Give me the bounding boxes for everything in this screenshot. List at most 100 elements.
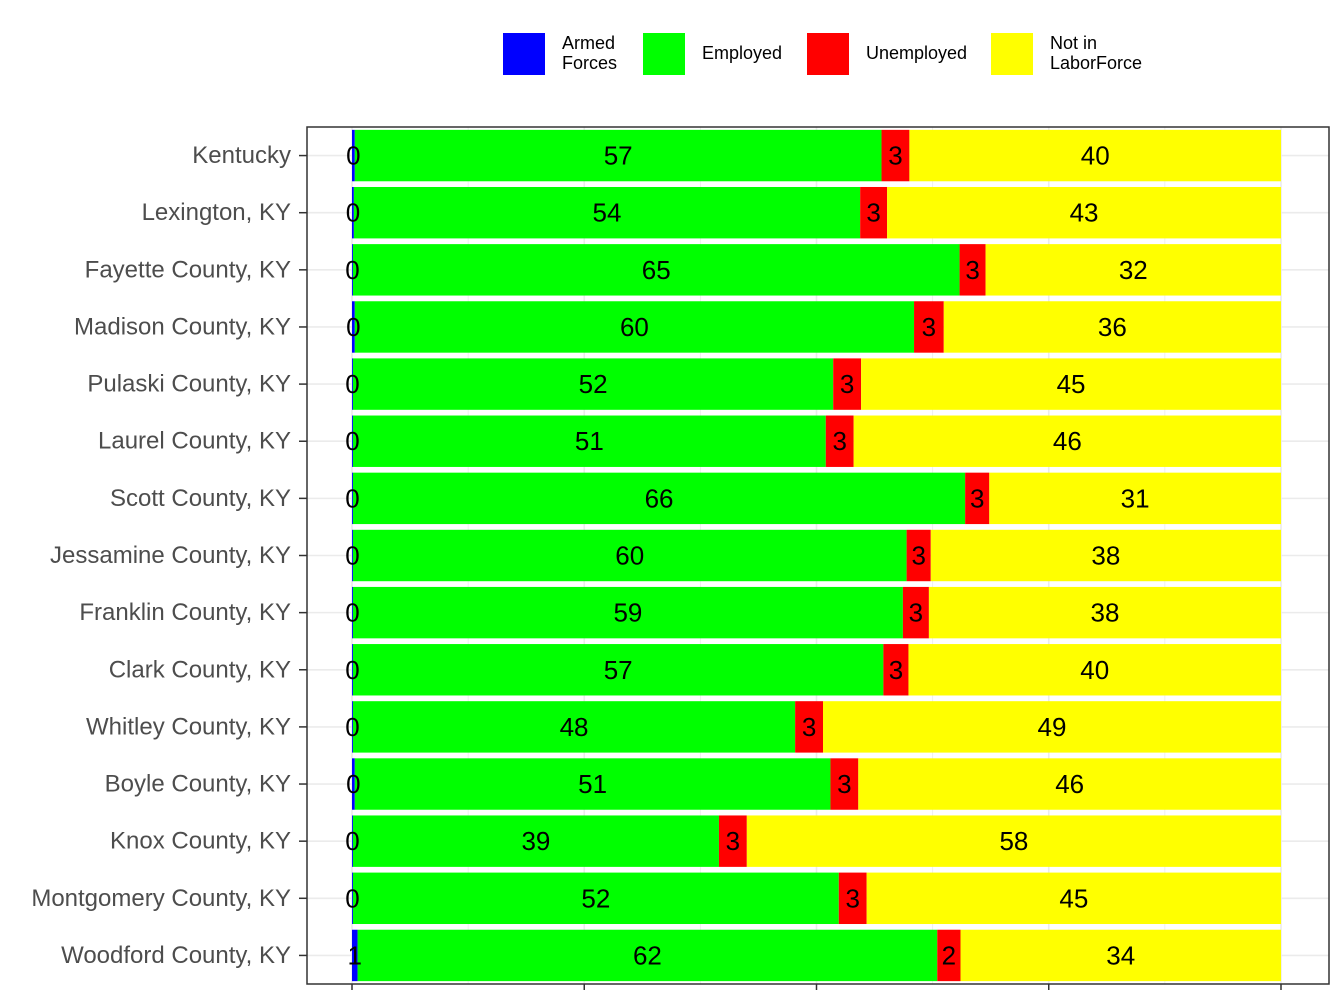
value-label: 60 <box>615 541 644 571</box>
value-label: 3 <box>909 598 923 628</box>
category-label: Lexington, KY <box>142 199 291 226</box>
value-label: 3 <box>832 426 846 456</box>
value-label: 0 <box>345 483 359 513</box>
value-label: 3 <box>840 369 854 399</box>
bar-segment <box>887 186 1281 239</box>
value-label: 3 <box>888 141 902 171</box>
bar-segment <box>352 415 353 467</box>
category-label: Laurel County, KY <box>98 428 291 455</box>
bar-segment <box>352 472 966 525</box>
bar-segment <box>354 301 915 353</box>
bar-segment <box>902 586 929 639</box>
bar-segment <box>352 872 353 925</box>
value-label: 43 <box>1070 198 1099 228</box>
legend-swatch <box>807 33 849 75</box>
chart-legend: Armed Forces Employed Unemployed Not in Lab… <box>500 30 1200 80</box>
value-label: 51 <box>575 426 604 456</box>
bar-segment <box>937 929 961 982</box>
category-label: Pulaski County, KY <box>87 371 291 398</box>
value-label: 36 <box>1098 312 1127 342</box>
value-label: 45 <box>1057 369 1086 399</box>
value-label: 3 <box>837 769 851 799</box>
category-label: Clark County, KY <box>109 656 291 683</box>
bars <box>352 129 1281 982</box>
value-label: 3 <box>845 883 859 913</box>
bar-segment <box>352 872 839 925</box>
legend-label: Unemployed <box>866 43 968 63</box>
bar-segment <box>352 644 884 696</box>
bar-segment <box>861 358 1281 410</box>
category-label: Boyle County, KY <box>105 771 291 798</box>
value-label: 0 <box>345 426 359 456</box>
value-label: 3 <box>922 312 936 342</box>
bar-segment <box>352 472 353 525</box>
bar-segment <box>883 644 909 696</box>
bar-segment <box>352 586 353 639</box>
bar-segment <box>352 129 355 182</box>
value-label: 3 <box>911 541 925 571</box>
category-label: Franklin County, KY <box>79 599 291 626</box>
bar-segment <box>352 301 355 353</box>
bar-segment <box>943 301 1281 353</box>
value-label: 52 <box>579 369 608 399</box>
bar-segment <box>825 415 854 467</box>
legend-label: Employed <box>702 43 783 63</box>
value-label: 3 <box>802 712 816 742</box>
value-label: 3 <box>726 826 740 856</box>
category-label: Madison County, KY <box>74 313 291 340</box>
category-label: Knox County, KY <box>110 828 291 855</box>
legend-swatch <box>991 33 1033 75</box>
category-label: Jessamine County, KY <box>50 542 291 569</box>
bar-segment <box>858 758 1281 810</box>
legend-label: Armed Forces <box>562 33 618 73</box>
value-label: 3 <box>889 655 903 685</box>
value-label: 0 <box>346 312 360 342</box>
value-label: 3 <box>970 483 984 513</box>
value-label: 62 <box>633 940 662 970</box>
category-label: Whitley County, KY <box>86 713 291 740</box>
bar-segment <box>833 358 862 410</box>
bar-segment <box>909 129 1281 182</box>
bar-segment <box>914 301 944 353</box>
bar-segment <box>746 815 1281 867</box>
bar-segment <box>928 586 1281 639</box>
value-label: 65 <box>642 255 671 285</box>
bar-segment <box>718 815 747 867</box>
bar-segment <box>352 701 353 753</box>
category-label: Montgomery County, KY <box>31 885 291 912</box>
value-label: 34 <box>1106 940 1135 970</box>
bar-segment <box>352 529 353 582</box>
bar-segment <box>352 758 355 810</box>
value-label: 0 <box>346 769 360 799</box>
value-label: 31 <box>1121 483 1150 513</box>
bar-segment <box>352 529 907 582</box>
value-labels: 0 57 3 400 54 3 430 65 3 320 60 3 360 52 3 450 51 3 460 66 3… <box>345 141 1149 971</box>
value-label: 0 <box>345 255 359 285</box>
bar-segment <box>795 701 824 753</box>
bar-segment <box>352 244 960 296</box>
value-label: 45 <box>1059 883 1088 913</box>
bar-segment <box>352 701 796 753</box>
panel-border <box>306 126 1330 985</box>
bar-segment <box>352 186 354 239</box>
value-label: 46 <box>1053 426 1082 456</box>
value-label: 46 <box>1055 769 1084 799</box>
value-label: 0 <box>346 141 360 171</box>
legend-label: Not in LaborForce <box>1050 33 1143 73</box>
bar-segment <box>930 529 1281 582</box>
value-label: 3 <box>866 198 880 228</box>
bar-segment <box>985 244 1281 296</box>
bar-segment <box>965 472 990 525</box>
value-label: 0 <box>345 541 359 571</box>
bar-segment <box>354 129 882 182</box>
legend-swatch <box>643 33 685 75</box>
bar-segment <box>989 472 1281 525</box>
value-label: 3 <box>965 255 979 285</box>
bar-segment <box>908 644 1281 696</box>
value-label: 38 <box>1090 598 1119 628</box>
bar-segment <box>352 244 353 296</box>
category-label: Scott County, KY <box>110 485 291 512</box>
bar-segment <box>357 929 938 982</box>
value-label: 0 <box>345 712 359 742</box>
